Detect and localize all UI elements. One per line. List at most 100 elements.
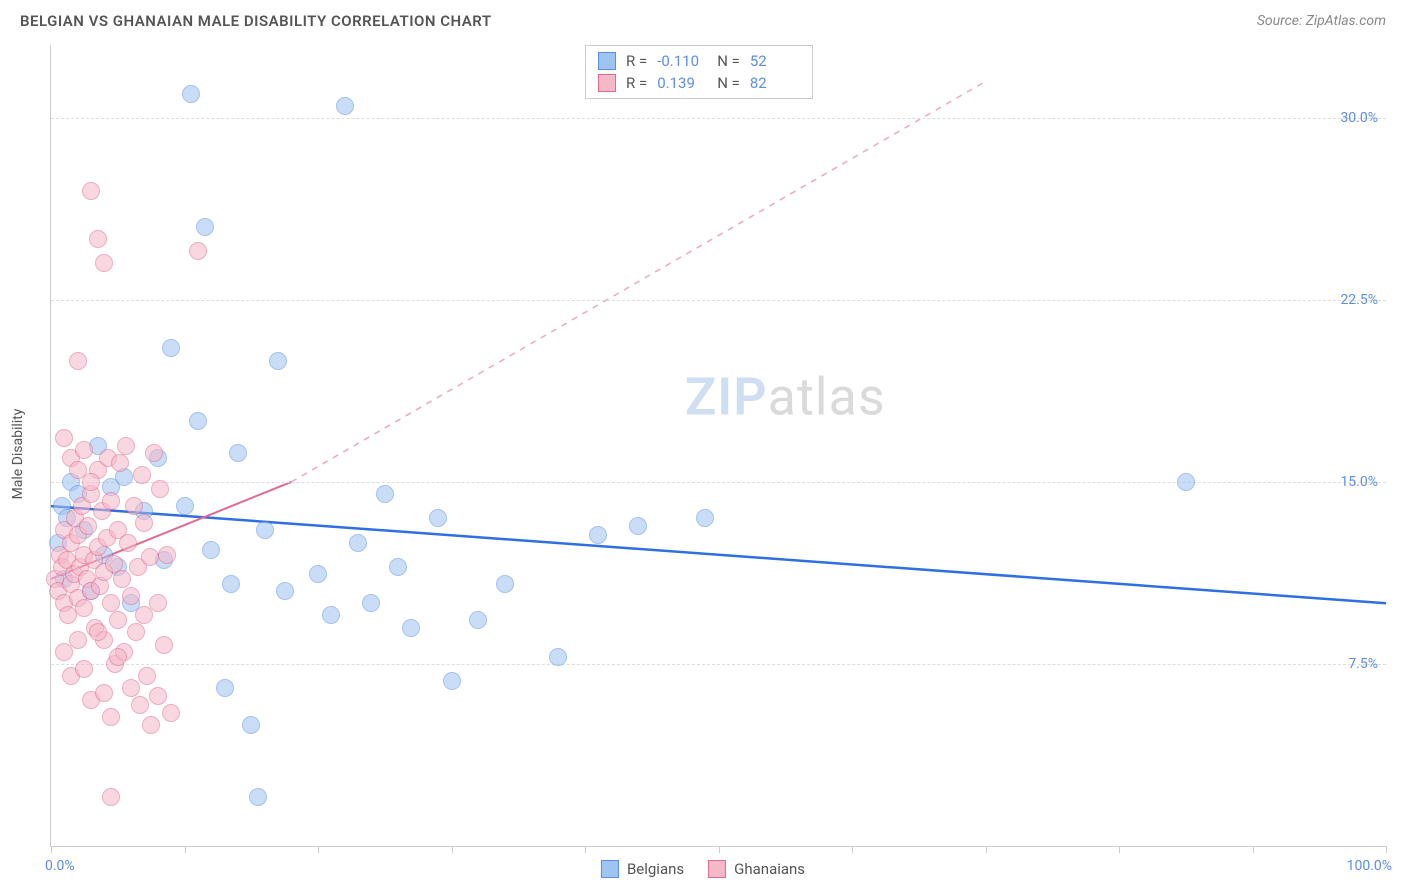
n-value-ghanaians: 82 xyxy=(750,74,800,92)
y-axis-label: Male Disability xyxy=(10,409,26,500)
data-point xyxy=(176,497,194,515)
data-point xyxy=(138,667,156,685)
data-point xyxy=(102,594,120,612)
data-point xyxy=(89,230,107,248)
x-tick-label: 100.0% xyxy=(1347,858,1392,874)
data-point xyxy=(109,611,127,629)
data-point xyxy=(256,521,274,539)
legend-row-ghanaians: R = 0.139 N = 82 xyxy=(598,72,800,94)
data-point xyxy=(142,716,160,734)
data-point xyxy=(202,541,220,559)
data-point xyxy=(109,648,127,666)
chart-header: BELGIAN VS GHANAIAN MALE DISABILITY CORR… xyxy=(0,0,1406,38)
swatch-belgians xyxy=(598,52,616,70)
data-point xyxy=(216,679,234,697)
data-point xyxy=(496,575,514,593)
data-point xyxy=(149,594,167,612)
data-point xyxy=(158,546,176,564)
data-point xyxy=(133,466,151,484)
data-point xyxy=(75,599,93,617)
data-point xyxy=(469,611,487,629)
x-tick xyxy=(585,846,586,853)
data-point xyxy=(119,534,137,552)
data-point xyxy=(125,497,143,515)
n-value-belgians: 52 xyxy=(750,52,800,70)
data-point xyxy=(102,492,120,510)
data-point xyxy=(229,444,247,462)
data-point xyxy=(122,679,140,697)
y-tick-label: 30.0% xyxy=(1340,110,1378,126)
data-point xyxy=(182,85,200,103)
data-point xyxy=(162,339,180,357)
data-point xyxy=(69,631,87,649)
data-point xyxy=(79,517,97,535)
gridline-h xyxy=(51,300,1386,301)
data-point xyxy=(196,218,214,236)
y-tick-label: 22.5% xyxy=(1340,292,1378,308)
data-point xyxy=(102,788,120,806)
data-point xyxy=(269,352,287,370)
y-tick-label: 15.0% xyxy=(1340,474,1378,490)
data-point xyxy=(75,660,93,678)
legend-row-belgians: R = -0.110 N = 52 xyxy=(598,50,800,72)
data-point xyxy=(189,412,207,430)
correlation-legend: R = -0.110 N = 52 R = 0.139 N = 82 xyxy=(585,45,813,99)
data-point xyxy=(276,582,294,600)
data-point xyxy=(113,570,131,588)
data-point xyxy=(149,687,167,705)
data-point xyxy=(117,437,135,455)
data-point xyxy=(362,594,380,612)
x-tick xyxy=(51,846,52,853)
data-point xyxy=(122,587,140,605)
data-point xyxy=(322,606,340,624)
data-point xyxy=(82,182,100,200)
data-point xyxy=(696,509,714,527)
data-point xyxy=(82,473,100,491)
data-point xyxy=(376,485,394,503)
data-point xyxy=(242,716,260,734)
scatter-chart: ZIPatlas R = -0.110 N = 52 R = 0.139 N =… xyxy=(50,45,1386,847)
r-value-ghanaians: 0.139 xyxy=(657,74,707,92)
legend-item-ghanaians: Ghanaians xyxy=(708,860,805,878)
data-point xyxy=(222,575,240,593)
data-point xyxy=(249,788,267,806)
data-point xyxy=(402,619,420,637)
swatch-belgians-icon xyxy=(601,860,619,878)
gridline-h xyxy=(51,118,1386,119)
x-tick xyxy=(986,846,987,853)
data-point xyxy=(429,509,447,527)
trend-line xyxy=(51,506,1386,603)
data-point xyxy=(135,514,153,532)
data-point xyxy=(131,696,149,714)
series-legend: Belgians Ghanaians xyxy=(601,860,805,878)
data-point xyxy=(102,708,120,726)
swatch-ghanaians-icon xyxy=(708,860,726,878)
x-tick-label: 0.0% xyxy=(45,858,75,874)
data-point xyxy=(336,97,354,115)
x-tick xyxy=(1119,846,1120,853)
data-point xyxy=(162,704,180,722)
data-point xyxy=(75,441,93,459)
data-point xyxy=(389,558,407,576)
data-point xyxy=(141,548,159,566)
chart-source: Source: ZipAtlas.com xyxy=(1257,13,1386,29)
x-tick xyxy=(1253,846,1254,853)
x-tick xyxy=(185,846,186,853)
data-point xyxy=(549,648,567,666)
swatch-ghanaians xyxy=(598,74,616,92)
data-point xyxy=(589,526,607,544)
data-point xyxy=(145,444,163,462)
data-point xyxy=(95,254,113,272)
gridline-h xyxy=(51,664,1386,665)
data-point xyxy=(69,352,87,370)
data-point xyxy=(111,454,129,472)
data-point xyxy=(151,480,169,498)
data-point xyxy=(1177,473,1195,491)
x-tick xyxy=(1386,846,1387,853)
legend-item-belgians: Belgians xyxy=(601,860,684,878)
data-point xyxy=(189,242,207,260)
x-tick xyxy=(852,846,853,853)
x-tick xyxy=(452,846,453,853)
x-tick xyxy=(318,846,319,853)
r-value-belgians: -0.110 xyxy=(657,52,707,70)
